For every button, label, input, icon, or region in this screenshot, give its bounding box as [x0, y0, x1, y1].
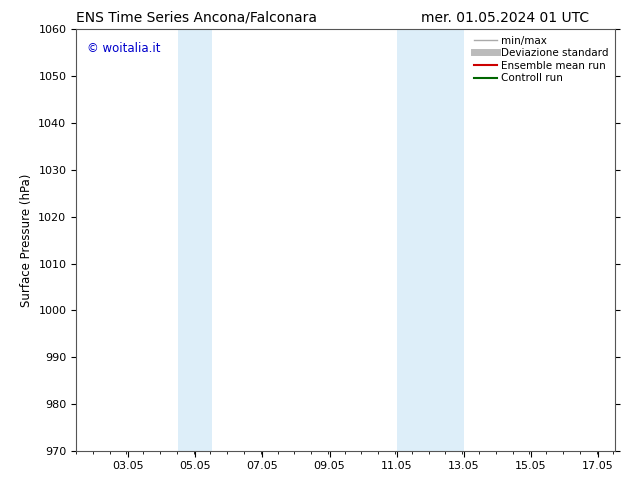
Legend: min/max, Deviazione standard, Ensemble mean run, Controll run: min/max, Deviazione standard, Ensemble m…: [470, 31, 613, 88]
Text: mer. 01.05.2024 01 UTC: mer. 01.05.2024 01 UTC: [422, 11, 590, 25]
Bar: [397, 29, 464, 451]
Y-axis label: Surface Pressure (hPa): Surface Pressure (hPa): [20, 173, 33, 307]
Text: ENS Time Series Ancona/Falconara: ENS Time Series Ancona/Falconara: [76, 11, 317, 25]
Text: © woitalia.it: © woitalia.it: [87, 42, 160, 55]
Bar: [179, 29, 212, 451]
